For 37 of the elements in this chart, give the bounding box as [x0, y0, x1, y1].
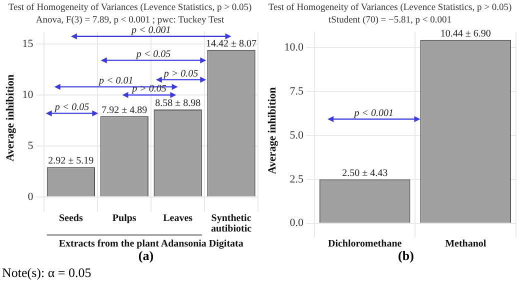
y-tick-label: 5.0 [290, 129, 304, 142]
y-axis-title: Average inhibition [266, 87, 278, 174]
text: (b) [397, 248, 415, 264]
x-axis-title: Extracts from the plant Adansonia Digitata [58, 238, 244, 250]
x-tick-label: Methanol [445, 238, 486, 250]
y-tick-label: 10.0 [284, 42, 304, 54]
text: Note(s): α = 0.05 [2, 265, 92, 281]
data-label: 14.42 ± 8.07 [206, 38, 257, 50]
y-tick-label: 5 [28, 140, 34, 152]
y-tick-label: 0 [28, 190, 34, 203]
annotation: p > 0.05 [162, 68, 198, 80]
text: (a) [138, 248, 154, 264]
annotation: p < 0.05 [135, 48, 171, 60]
data-label: 2.50 ± 4.43 [342, 168, 388, 180]
x-tick-label: Seeds [58, 212, 83, 224]
x-tick-label: Pulps [112, 212, 136, 224]
x-tick-label: Synthetic autibiotic [210, 212, 252, 234]
x-tick-label: Dichloromethane [328, 238, 402, 250]
y-axis-title: Average inhibition [4, 74, 16, 162]
data-label: 7.92 ± 4.89 [102, 104, 148, 116]
data-label: 2.92 ± 5.19 [48, 156, 94, 167]
y-tick-label: 0.0 [290, 217, 304, 230]
annotation: p < 0.001 [353, 108, 394, 119]
data-label: 8.58 ± 8.98 [155, 98, 201, 110]
annotation: p < 0.05 [54, 102, 90, 113]
y-tick-label: 15 [22, 38, 34, 50]
y-tick-label: 2.5 [290, 173, 304, 186]
data-label: 10.44 ± 6.90 [440, 28, 491, 40]
chart-subtitle: Anova, F(3) = 7.89, p < 0.001 ; pwc: Tuckey Test [36, 16, 224, 26]
y-tick-label: 7.5 [290, 85, 304, 98]
annotation: p < 0.01 [98, 75, 134, 86]
annotation: p < 0.001 [130, 25, 171, 36]
y-tick-label: 10 [22, 88, 34, 101]
x-tick-label: Leaves [163, 212, 193, 224]
chart-subtitle: tStudent (70) = −5.81, p < 0.001 [328, 16, 452, 26]
chart-title: Test of Homogeneity of Variances (Levence Statistics, p > 0.05) [268, 3, 512, 14]
chart-title: Test of Homogeneity of Variances (Levence Statistics, p > 0.05) [8, 3, 252, 14]
